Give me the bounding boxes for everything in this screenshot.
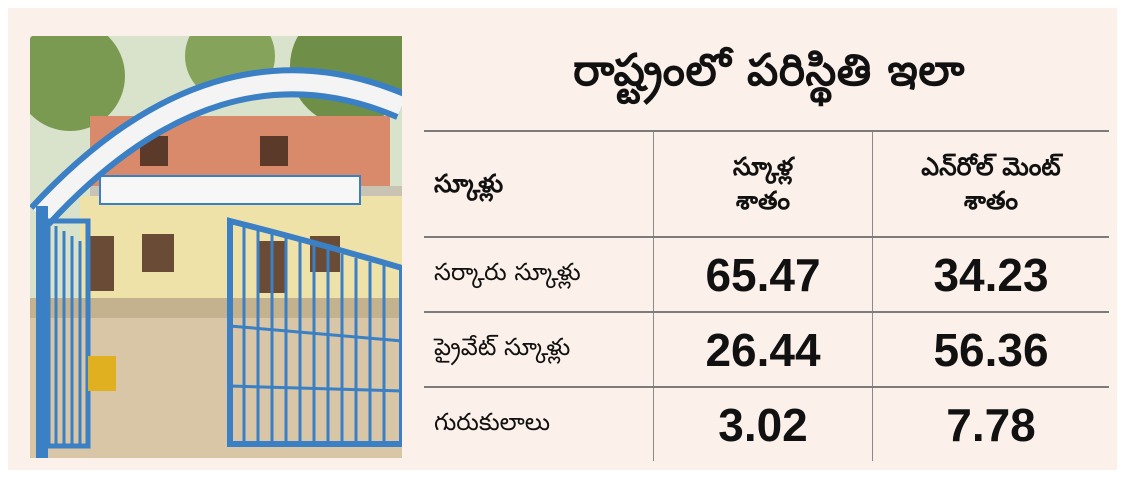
enrolment-percent-value: 34.23 [872, 238, 1109, 311]
row-label: సర్కారు స్కూళ్లు [434, 257, 581, 286]
school-percent-value: 3.02 [653, 388, 872, 461]
header-enrolment-percent: ఎన్‌రోల్‌ మెంట్‌ శాతం [872, 132, 1109, 236]
infographic-title: రాష్ట్రంలో పరిస్థితి ఇలా [573, 45, 965, 96]
enrolment-percent-value: 7.78 [872, 388, 1109, 461]
enrolment-percent-value: 56.36 [872, 313, 1109, 386]
row-label: ప్రైవేట్‌ స్కూళ్లు [434, 332, 571, 361]
table-row: గురుకులాలు 3.02 7.78 [424, 386, 1109, 461]
infographic-card: రాష్ట్రంలో పరిస్థితి ఇలా స్కూళ్లు స్కూళ్… [8, 8, 1117, 470]
school-gate-photo [30, 36, 402, 458]
table-row: ప్రైవేట్‌ స్కూళ్లు 26.44 56.36 [424, 311, 1109, 386]
table-header-row: స్కూళ్లు స్కూళ్ల శాతం ఎన్‌రోల్‌ మెంట్‌ శ… [424, 130, 1109, 236]
stats-table: స్కూళ్లు స్కూళ్ల శాతం ఎన్‌రోల్‌ మెంట్‌ శ… [424, 130, 1109, 461]
table-row: సర్కారు స్కూళ్లు 65.47 34.23 [424, 236, 1109, 311]
header-school-percent: స్కూళ్ల శాతం [653, 132, 872, 236]
school-percent-value: 26.44 [653, 313, 872, 386]
school-percent-value: 65.47 [653, 238, 872, 311]
header-schools: స్కూళ్లు [434, 169, 504, 199]
row-label: గురుకులాలు [434, 407, 551, 436]
